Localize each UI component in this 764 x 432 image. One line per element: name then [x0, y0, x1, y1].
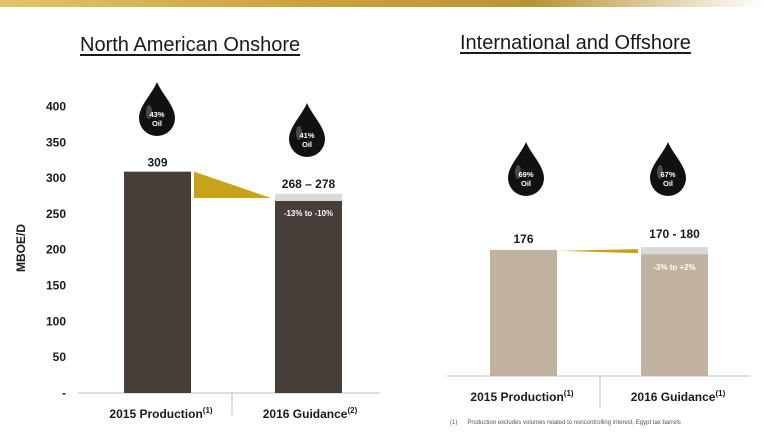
change-label-2016-na: -13% to -10%: [284, 209, 333, 218]
oil-drop-2016-na-highlight: [296, 126, 302, 140]
change-label-2016-intl: -3% to +2%: [653, 263, 695, 272]
oil-drop-2016-na-oil-label: Oil: [302, 140, 312, 149]
bar-2015-production-intl: [490, 249, 557, 376]
bar-2016-guidance-range-intl: [641, 247, 708, 255]
bar-2015-production-na: [124, 171, 191, 393]
y-tick-label: 200: [46, 243, 66, 257]
y-tick-label: 50: [53, 350, 67, 364]
category-label-2016-intl: 2016 Guidance(1): [631, 389, 726, 404]
chart-title-international-offshore: International and Offshore: [460, 32, 691, 54]
oil-drop-2016-na-pct: 41%: [299, 131, 314, 140]
footnote: (1) Production excludes volumes related …: [450, 420, 681, 426]
y-tick-label: 300: [46, 171, 66, 185]
category-label-2015-na: 2015 Production(1): [109, 406, 212, 421]
y-axis-label: MBOE/D: [14, 224, 28, 272]
footnote-marker: (1): [450, 420, 458, 426]
oil-drop-2015-na-highlight: [146, 105, 152, 119]
oil-drop-2015-na: [139, 82, 175, 136]
chart-title-north-american-onshore: North American Onshore: [80, 34, 301, 56]
oil-drop-2016-na: [289, 103, 325, 157]
oil-drop-2015-intl: [508, 142, 544, 196]
category-label-2015-intl: 2015 Production(1): [470, 389, 573, 404]
oil-drop-2015-intl-pct: 69%: [518, 170, 533, 179]
y-tick-label: 400: [46, 99, 66, 113]
bar-2016-guidance-na: [275, 201, 342, 393]
oil-drop-2015-intl-oil-label: Oil: [521, 179, 531, 188]
oil-drop-2016-intl-highlight: [657, 165, 663, 179]
bar-2016-guidance-intl: [641, 254, 708, 376]
value-label-2015-na: 309: [147, 156, 167, 170]
y-tick-label: 100: [46, 314, 66, 328]
oil-drop-2015-na-pct: 43%: [149, 110, 164, 119]
oil-drop-2016-intl: [650, 142, 686, 196]
top-accent-bar: [0, 0, 764, 7]
range-label-2016-intl: 170 - 180: [649, 227, 700, 241]
oil-drop-2016-intl-pct: 67%: [660, 170, 675, 179]
range-label-2016-na: 268 – 278: [282, 177, 336, 191]
y-tick-label: -: [62, 386, 66, 400]
y-tick-label: 350: [46, 135, 66, 149]
y-tick-label: 250: [46, 207, 66, 221]
category-label-2016-na: 2016 Guidance(2): [263, 406, 358, 421]
oil-drop-2015-na-oil-label: Oil: [152, 119, 162, 128]
oil-drop-2016-intl-oil-label: Oil: [663, 179, 673, 188]
value-label-2015-intl: 176: [513, 232, 533, 246]
decline-wedge-na: [194, 171, 271, 199]
footnote-text: Production excludes volumes related to n…: [467, 420, 681, 426]
oil-drop-2015-intl-highlight: [515, 165, 521, 179]
y-tick-label: 150: [46, 279, 66, 293]
change-wedge-intl: [559, 249, 638, 254]
bar-2016-guidance-range-na: [275, 193, 342, 202]
